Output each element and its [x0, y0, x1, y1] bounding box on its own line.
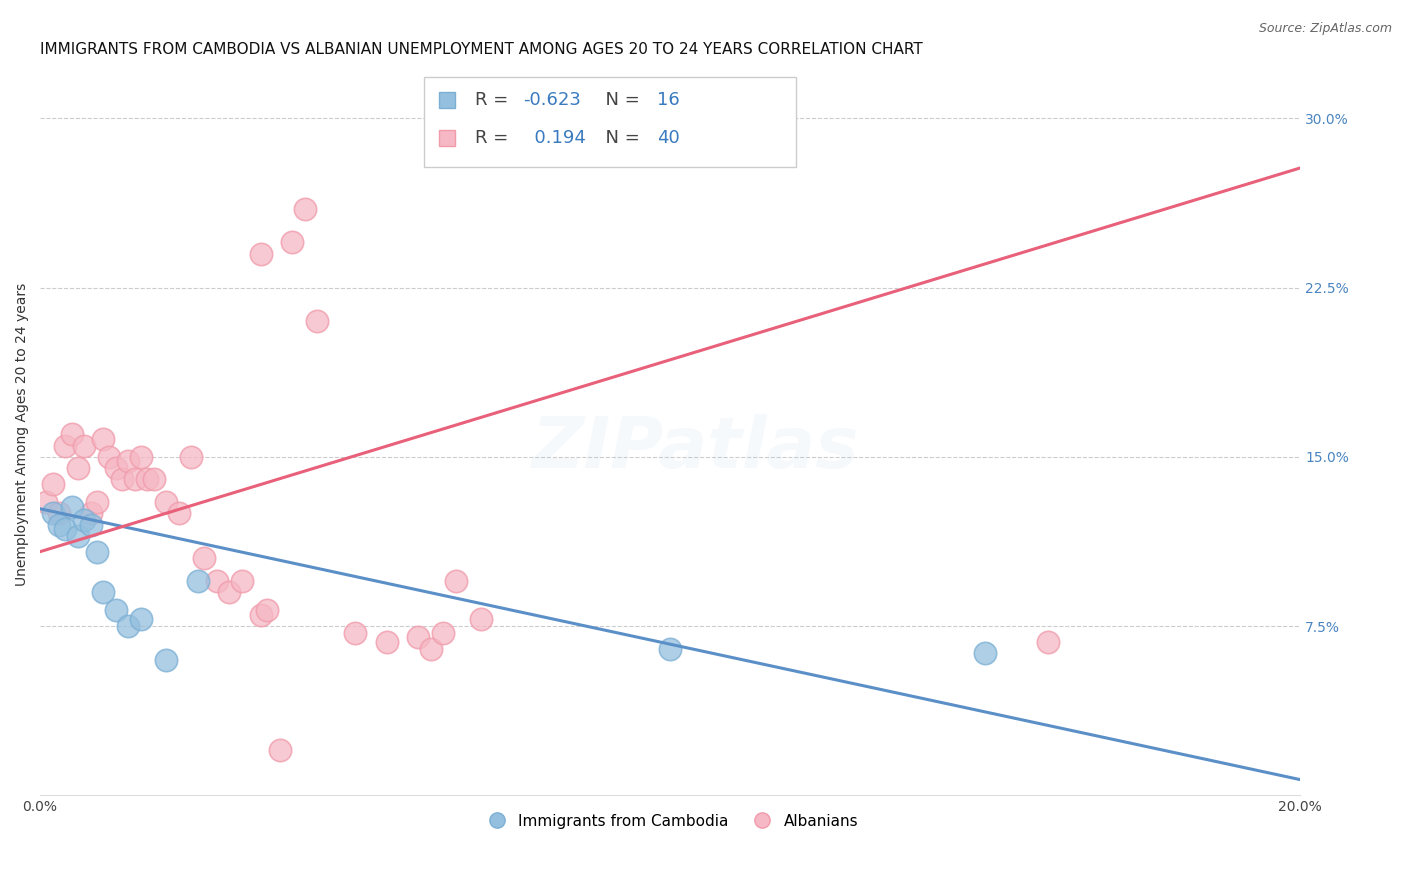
- Point: [167, 506, 190, 520]
- Point: [98, 450, 121, 464]
- Text: IMMIGRANTS FROM CAMBODIA VS ALBANIAN UNEMPLOYMENT AMONG AGES 20 TO 24 YEARS CORR: IMMIGRANTS FROM CAMBODIA VS ALBANIAN UNE…: [41, 42, 922, 57]
- Point: [155, 653, 177, 667]
- Point: [281, 235, 304, 250]
- Point: [53, 439, 76, 453]
- Point: [294, 202, 316, 216]
- Legend: Immigrants from Cambodia, Albanians: Immigrants from Cambodia, Albanians: [475, 807, 865, 835]
- Text: -0.623: -0.623: [523, 91, 581, 109]
- Point: [136, 472, 159, 486]
- Point: [66, 529, 89, 543]
- Point: [155, 495, 177, 509]
- Point: [344, 626, 367, 640]
- Text: 0.194: 0.194: [523, 129, 585, 147]
- Point: [104, 461, 127, 475]
- Text: Source: ZipAtlas.com: Source: ZipAtlas.com: [1258, 22, 1392, 36]
- Point: [256, 603, 278, 617]
- Point: [86, 495, 108, 509]
- Point: [193, 551, 215, 566]
- Point: [48, 517, 70, 532]
- Point: [444, 574, 467, 588]
- Point: [432, 626, 454, 640]
- Text: 16: 16: [658, 91, 681, 109]
- Point: [187, 574, 209, 588]
- Point: [35, 495, 58, 509]
- FancyBboxPatch shape: [425, 77, 796, 167]
- Point: [73, 513, 96, 527]
- Point: [406, 631, 429, 645]
- Point: [53, 522, 76, 536]
- Point: [231, 574, 253, 588]
- Text: N =: N =: [595, 129, 645, 147]
- Point: [104, 603, 127, 617]
- Point: [249, 246, 271, 260]
- Point: [117, 619, 139, 633]
- Point: [307, 314, 329, 328]
- Point: [205, 574, 228, 588]
- Point: [41, 477, 63, 491]
- Point: [249, 607, 271, 622]
- Text: ZIPatlas: ZIPatlas: [531, 414, 859, 483]
- Point: [129, 450, 152, 464]
- Point: [73, 439, 96, 453]
- Point: [60, 427, 83, 442]
- Point: [91, 585, 114, 599]
- Point: [60, 500, 83, 514]
- Point: [41, 506, 63, 520]
- Point: [117, 454, 139, 468]
- Point: [218, 585, 240, 599]
- Point: [91, 432, 114, 446]
- Point: [86, 544, 108, 558]
- Point: [470, 612, 492, 626]
- Text: R =: R =: [475, 91, 513, 109]
- Point: [180, 450, 202, 464]
- Point: [142, 472, 165, 486]
- Point: [111, 472, 134, 486]
- Point: [1036, 635, 1059, 649]
- Point: [66, 461, 89, 475]
- Text: N =: N =: [595, 91, 645, 109]
- Point: [129, 612, 152, 626]
- Point: [79, 517, 101, 532]
- Point: [48, 506, 70, 520]
- Point: [974, 646, 997, 660]
- Text: 40: 40: [658, 129, 681, 147]
- Point: [375, 635, 398, 649]
- Point: [659, 641, 682, 656]
- Text: R =: R =: [475, 129, 513, 147]
- Point: [269, 743, 291, 757]
- Point: [124, 472, 146, 486]
- Point: [419, 641, 441, 656]
- Y-axis label: Unemployment Among Ages 20 to 24 years: Unemployment Among Ages 20 to 24 years: [15, 283, 30, 586]
- Point: [79, 506, 101, 520]
